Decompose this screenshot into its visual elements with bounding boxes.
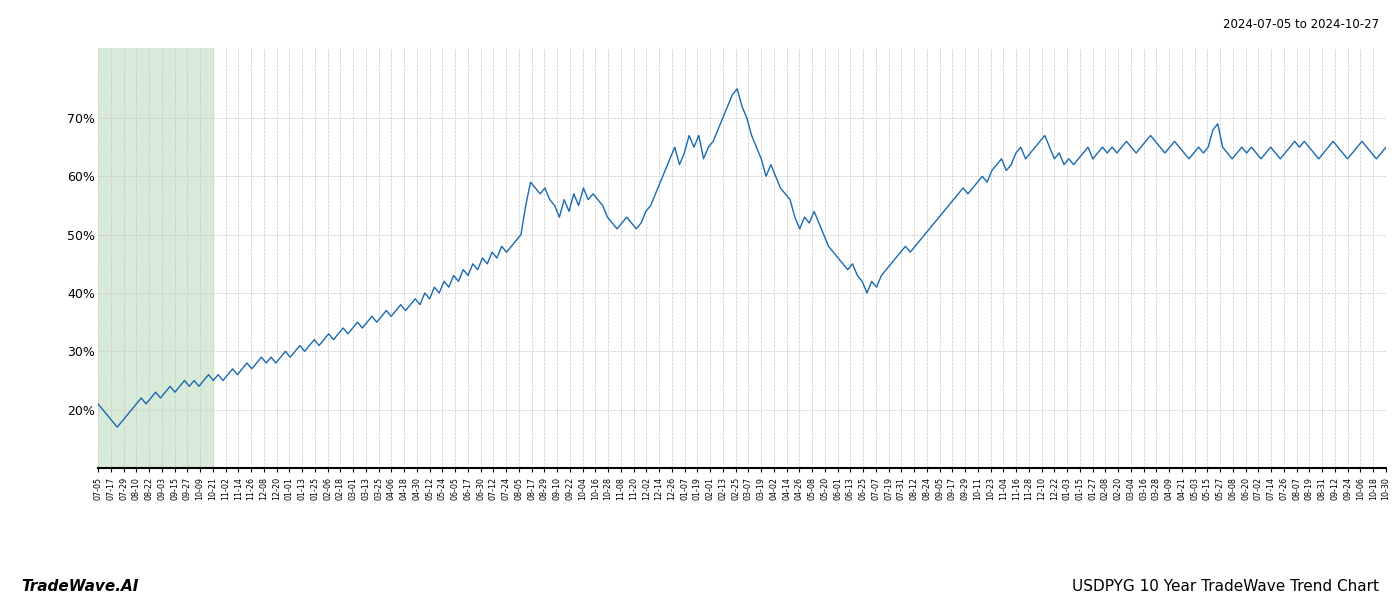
Text: USDPYG 10 Year TradeWave Trend Chart: USDPYG 10 Year TradeWave Trend Chart — [1072, 579, 1379, 594]
Text: TradeWave.AI: TradeWave.AI — [21, 579, 139, 594]
Bar — [98, 48, 213, 468]
Text: 2024-07-05 to 2024-10-27: 2024-07-05 to 2024-10-27 — [1222, 18, 1379, 31]
